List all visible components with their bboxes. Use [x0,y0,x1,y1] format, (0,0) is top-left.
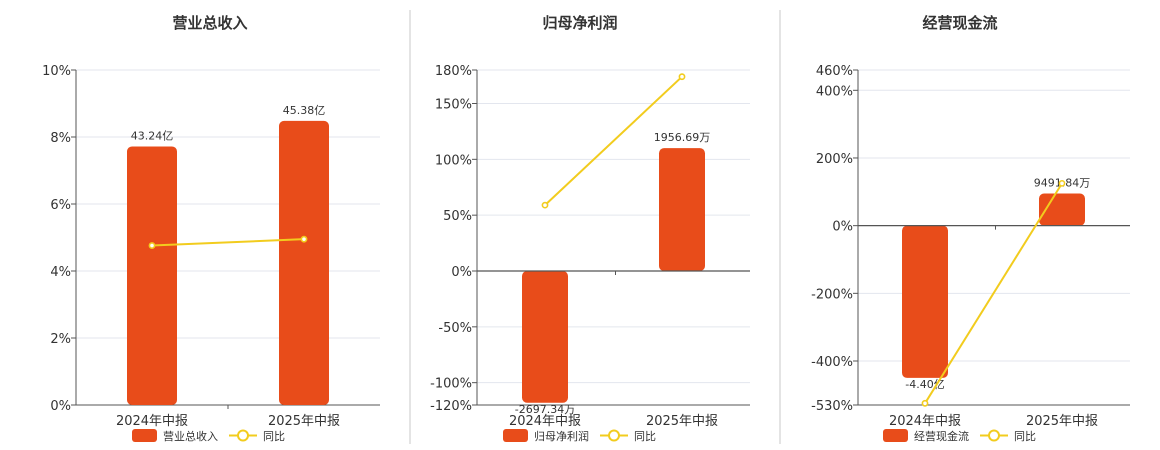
y-tick-label: 0% [451,265,472,280]
y-tick-label: -120% [430,399,472,414]
y-tick-label: 200% [816,152,853,167]
operating-cash-flow-chart: 经营现金流-530%-400%-200%0%200%400%460%-4.40亿… [811,14,1130,443]
net-profit-chart: 归母净利润 -120% -100% -50% 0% 50% 100% 150% 180% -269… [430,14,750,443]
y-tick-label: 2% [50,332,71,347]
y-tick-label: 50% [443,209,472,224]
legend-line-label: 同比 [634,430,656,443]
x-tick-label: 2024年中报 [509,414,581,429]
yoy-line [924,182,1063,404]
legend-line-marker [237,429,249,442]
x-tick-label: 2024年中报 [889,414,961,429]
chart-title: 经营现金流 [922,14,997,32]
yoy-line [151,238,305,247]
y-tick-label: 150% [435,98,472,113]
y-tick-label: -100% [430,377,472,392]
yoy-point[interactable] [300,235,308,243]
x-tick-label: 2025年中报 [646,414,718,429]
bar-value-label: 43.24亿 [131,129,174,142]
legend-bar-label: 归母净利润 [534,429,589,443]
yoy-point[interactable] [678,73,686,81]
x-tick-label: 2025年中报 [268,414,340,429]
y-tick-label: -50% [438,321,472,336]
x-tick-label: 2025年中报 [1026,414,1098,429]
y-tick-label: 10% [42,64,71,79]
chart-title: 营业总收入 [172,14,247,32]
x-tick-label: 2024年中报 [116,414,188,429]
y-tick-label: 6% [50,198,71,213]
yoy-point[interactable] [1058,179,1066,187]
y-tick-label: 0% [832,220,853,235]
legend-bar-swatch[interactable] [503,429,528,442]
yoy-line [544,75,683,206]
yoy-point[interactable] [148,242,156,249]
y-tick-label: 8% [50,131,71,146]
y-tick-label: 180% [435,64,472,79]
y-tick-label: 4% [50,265,71,280]
chart-title: 归母净利润 [542,14,617,32]
legend-bar-label: 经营现金流 [914,429,969,443]
y-tick-label: 0% [50,399,71,414]
bar[interactable] [522,271,568,403]
y-tick-label: 400% [816,84,853,99]
legend-line-label: 同比 [1014,430,1036,443]
y-tick-label: -200% [811,287,853,302]
legend-bar-swatch[interactable] [132,429,157,442]
y-tick-label: 100% [435,153,472,168]
legend-line-marker [988,429,1000,442]
legend-bar-label: 营业总收入 [163,429,218,443]
legend-bar-swatch[interactable] [883,429,908,442]
y-tick-label: 460% [816,64,853,79]
bar[interactable] [279,120,329,406]
bar[interactable] [902,225,948,378]
legend-line-label: 同比 [263,430,285,443]
bar-value-label: 45.38亿 [283,104,326,117]
yoy-point[interactable] [921,399,929,407]
bar-value-label: 1956.69万 [654,131,711,144]
legend-line-marker [608,429,620,442]
yoy-point[interactable] [541,201,549,209]
revenue-chart: 营业总收入 0% 2% 4% 6% 8% 10% 43.24亿 45.38亿 2024年中报 202… [42,14,380,443]
bar[interactable] [659,148,705,271]
y-tick-label: -530% [811,399,853,414]
bar-value-label: -2697.34万 [515,403,575,416]
y-tick-label: -400% [811,355,853,370]
bar[interactable] [127,146,177,405]
